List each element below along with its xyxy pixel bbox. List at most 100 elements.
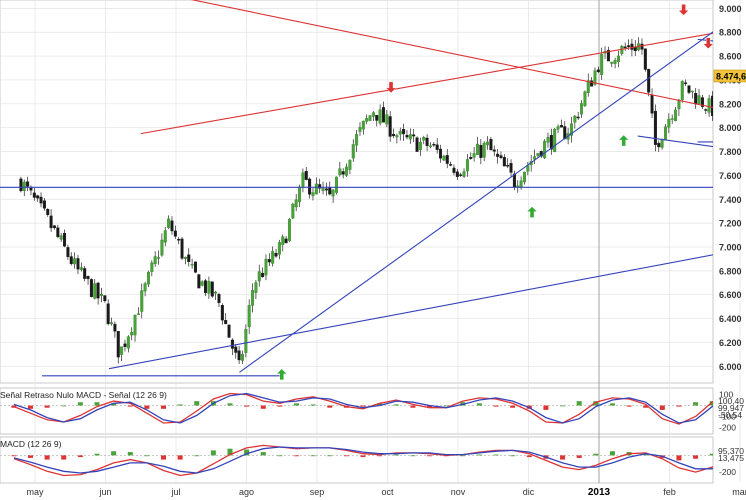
candle-body — [361, 120, 365, 130]
histogram-bar — [310, 455, 316, 457]
histogram-bar — [709, 453, 713, 456]
candle-body — [590, 80, 594, 87]
candle-body — [351, 144, 355, 159]
candle-body — [247, 305, 251, 328]
histogram-bar — [227, 403, 233, 406]
y-tick-label: 8.800 — [719, 28, 742, 38]
histogram-bar — [560, 405, 566, 407]
histogram-bar — [393, 404, 399, 406]
y-tick-label: 8.600 — [719, 52, 742, 62]
candle-body — [667, 118, 671, 128]
candle-body — [230, 339, 234, 349]
candle-body — [687, 85, 691, 93]
candle-body — [710, 95, 713, 116]
candle-body — [207, 281, 211, 294]
candle-body — [459, 174, 463, 176]
histogram-bar — [377, 455, 383, 457]
histogram-bar — [510, 455, 516, 457]
candle-body — [408, 134, 412, 140]
sell-arrow-icon — [385, 81, 397, 94]
candle-body — [328, 187, 332, 195]
candle-body — [96, 282, 100, 299]
y-tick-label: 7.200 — [719, 219, 742, 229]
candle-body — [707, 98, 711, 113]
histogram-bar — [77, 402, 83, 406]
candle-body — [492, 149, 496, 152]
candle-body — [42, 200, 46, 209]
candle-body — [140, 290, 144, 312]
histogram-bar — [460, 455, 466, 457]
histogram-bar — [244, 405, 250, 407]
candle-body — [358, 127, 362, 132]
histogram-bar — [360, 455, 366, 458]
histogram-bar — [560, 455, 566, 460]
candle-body — [583, 91, 587, 106]
candle-body — [549, 135, 553, 150]
indicator-y-tick: -100 — [719, 411, 736, 421]
candle-body — [321, 188, 325, 191]
candle-body — [533, 156, 537, 160]
candle-body — [445, 155, 449, 164]
candle-body — [59, 235, 63, 240]
candle-body — [405, 135, 409, 138]
histogram-bar — [77, 455, 83, 458]
candle-body — [301, 172, 305, 187]
candle-body — [46, 209, 50, 215]
histogram-bar — [144, 405, 150, 409]
candle-body — [522, 171, 526, 183]
candle-body — [348, 159, 352, 170]
histogram-bar — [94, 402, 100, 406]
histogram-bar — [61, 405, 67, 407]
candle-body — [311, 192, 315, 197]
candle-body — [472, 153, 476, 158]
histogram-bar — [543, 405, 549, 410]
candle-body — [559, 125, 563, 128]
candle-body — [136, 313, 140, 315]
candle-body — [553, 129, 557, 153]
candle-body — [569, 123, 573, 136]
histogram-bar — [11, 405, 17, 408]
candle-body — [680, 81, 684, 100]
candle-body — [63, 233, 67, 247]
candle-body — [677, 99, 681, 110]
candle-body — [563, 126, 567, 140]
indicator-value-label: 99,947 — [718, 403, 744, 413]
candle-body — [261, 272, 265, 278]
candle-body — [318, 184, 322, 189]
y-tick-label: 6.200 — [719, 338, 742, 348]
histogram-bar — [526, 455, 532, 458]
trend-line — [637, 135, 713, 148]
candle-body — [506, 164, 510, 167]
candle-body — [224, 320, 228, 324]
histogram-bar — [44, 455, 50, 460]
indicator-value-label: 95,370 — [718, 446, 744, 456]
candle-body — [715, 95, 718, 115]
candle-body — [126, 336, 130, 349]
y-tick-label: 6.800 — [719, 266, 742, 276]
candle-body — [110, 322, 114, 325]
candle-body — [291, 203, 295, 219]
candle-body — [281, 236, 285, 245]
histogram-bar — [377, 403, 383, 406]
candle-body — [345, 166, 349, 176]
candle-body — [73, 258, 77, 265]
histogram-bar — [360, 405, 366, 407]
histogram-bar — [443, 405, 449, 407]
y-tick-label: 8.200 — [719, 99, 742, 109]
histogram-bar — [643, 405, 649, 408]
histogram-bar — [194, 455, 200, 457]
histogram-bar — [393, 454, 399, 456]
y-tick-label: 6.600 — [719, 290, 742, 300]
candle-body — [573, 115, 577, 123]
histogram-bar — [327, 455, 333, 457]
indicator-series-line — [13, 392, 713, 425]
candle-body — [365, 118, 369, 122]
trend-line — [108, 254, 713, 370]
candle-body — [442, 155, 446, 161]
candle-body — [700, 97, 704, 107]
candle-body — [455, 171, 459, 177]
candle-body — [428, 145, 432, 147]
indicator-value-label: 100,40 — [718, 396, 744, 406]
histogram-bar — [593, 401, 599, 406]
